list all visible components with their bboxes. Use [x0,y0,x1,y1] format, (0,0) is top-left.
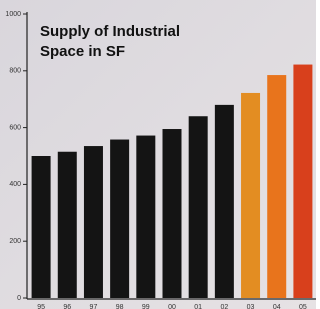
y-tick-label: 200 [9,238,21,245]
bar [267,75,286,298]
x-tick-label: 02 [220,304,228,309]
y-tick-label: 400 [9,181,21,188]
bar [136,136,155,298]
x-tick-label: 00 [168,304,176,309]
x-tick-label: 97 [90,304,98,309]
bar [163,129,182,298]
bar [84,146,103,298]
x-tick-label: 03 [247,304,255,309]
y-tick-label: 0 [17,295,21,302]
x-tick-label: 95 [37,304,45,309]
y-tick-label: 1000 [5,11,21,18]
x-tick-label: 01 [194,304,202,309]
x-tick-label: 96 [63,304,71,309]
chart-title: Space in SF [40,43,125,60]
y-tick-label: 600 [9,124,21,131]
chart-title: Supply of Industrial [40,23,180,40]
bar [110,140,129,298]
x-tick-label: 99 [142,304,150,309]
bar [189,116,208,298]
bar [32,156,51,298]
x-tick-label: 04 [273,304,281,309]
chart: Supply of Industrial Space in SF 0200400… [0,0,316,309]
x-tick-label: 98 [116,304,124,309]
bar [293,65,312,298]
x-tick-label: 05 [299,304,307,309]
y-tick-label: 800 [9,68,21,75]
page: Supply of Industrial Space in SF 0200400… [0,0,320,309]
bar [215,105,234,298]
bar [58,152,77,298]
bar [241,93,260,298]
